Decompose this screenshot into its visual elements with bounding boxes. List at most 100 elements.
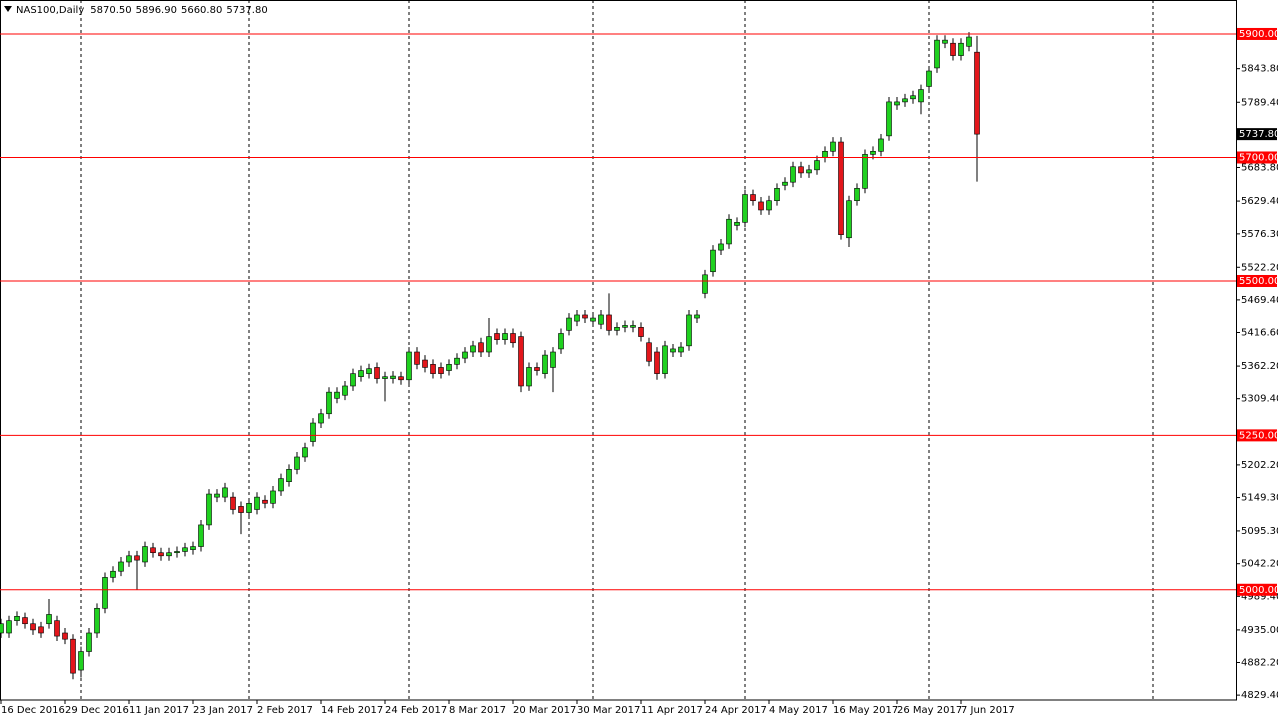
level-label-box [1237, 151, 1277, 164]
candle-body [974, 51, 980, 135]
candle-body [270, 490, 276, 504]
candle-body [374, 367, 380, 379]
candle-body [62, 632, 68, 640]
y-tick-label: 4829.40 [1241, 690, 1278, 701]
candle-body [694, 314, 700, 319]
candle-body [686, 314, 692, 347]
candle-body [518, 336, 524, 387]
candle-body [286, 469, 292, 482]
candle-body [14, 616, 20, 621]
candle-body [182, 547, 188, 552]
candle-body [190, 546, 196, 550]
level-label: 5000.00 [1239, 585, 1278, 596]
candle-body [510, 333, 516, 344]
candle-body [358, 370, 364, 378]
y-tick-label: 5416.60 [1241, 327, 1278, 338]
x-tick-label: 24 Apr 2017 [705, 705, 767, 716]
y-tick-label: 5683.80 [1241, 162, 1278, 173]
candle-body [238, 506, 244, 513]
candle-body [590, 317, 596, 322]
candle-body [846, 200, 852, 239]
candle-body [670, 348, 676, 353]
candle-body [318, 413, 324, 424]
candle-body [366, 368, 372, 374]
y-tick-label: 5576.30 [1241, 229, 1278, 240]
candle-body [758, 201, 764, 211]
candle-body [302, 447, 308, 458]
candle-body [862, 154, 868, 189]
y-tick-label: 5629.40 [1241, 196, 1278, 207]
candle-body [654, 351, 660, 374]
candle-body [830, 141, 836, 152]
candle-body [222, 487, 228, 498]
candle-body [902, 98, 908, 103]
header-icon [4, 6, 12, 12]
candle-body [678, 346, 684, 353]
candle-body [94, 607, 100, 634]
candle-body [22, 617, 28, 625]
header-open: 5870.50 [90, 5, 131, 16]
candle-body [710, 249, 716, 273]
candle-body [598, 314, 604, 325]
candle-body [926, 70, 932, 87]
candle-body [78, 651, 84, 671]
candle-body [6, 620, 12, 634]
candle-body [70, 638, 76, 674]
y-tick-label: 4882.20 [1241, 658, 1278, 669]
last-price-box [1237, 128, 1277, 141]
x-tick-label: 16 Dec 2016 [1, 705, 65, 716]
last-price-label: 5737.80 [1239, 129, 1278, 140]
level-label: 5700.00 [1239, 152, 1278, 163]
header: NAS100,Daily 5870.50 5896.90 5660.80 5737.80 [16, 5, 268, 16]
candle-body [870, 151, 876, 155]
y-tick-label: 5362.20 [1241, 361, 1278, 372]
candle-body [142, 546, 148, 563]
candle-body [822, 151, 828, 158]
candle-body [430, 364, 436, 374]
candle-body [422, 359, 428, 368]
candle-body [718, 243, 724, 251]
candle-body [150, 547, 156, 554]
candle-body [102, 577, 108, 609]
y-tick-label: 5522.20 [1241, 262, 1278, 273]
candle-body [454, 357, 460, 365]
candle-body [894, 101, 900, 106]
y-tick-label: 5469.40 [1241, 295, 1278, 306]
candle-body [30, 623, 36, 631]
candle-body [110, 570, 116, 578]
candle-body [166, 552, 172, 557]
candle-body [742, 194, 748, 223]
candle-body [342, 385, 348, 396]
candle-body [750, 194, 756, 202]
level-label-box [1237, 429, 1277, 442]
candle-body [790, 166, 796, 183]
candle-body [806, 169, 812, 174]
candle-body [878, 138, 884, 152]
candle-body [494, 333, 500, 340]
x-tick-label: 2 Feb 2017 [257, 705, 313, 716]
y-tick-label: 5843.80 [1241, 64, 1278, 75]
candle-body [406, 351, 412, 381]
x-tick-label: 8 Mar 2017 [449, 705, 506, 716]
candle-body [86, 632, 92, 652]
candle-body [726, 218, 732, 245]
candle-body [966, 36, 972, 47]
candle-body [614, 327, 620, 331]
x-tick-label: 14 Feb 2017 [321, 705, 383, 716]
candle-body [134, 555, 140, 561]
candle-body [838, 141, 844, 235]
candle-body [398, 376, 404, 381]
y-tick-label: 5202.20 [1241, 460, 1278, 471]
candle-body [854, 188, 860, 202]
level-label-box [1237, 583, 1277, 596]
candle-body [46, 614, 52, 625]
level-label: 5500.00 [1239, 276, 1278, 287]
x-tick-label: 11 Jan 2017 [129, 705, 189, 716]
candle-body [414, 351, 420, 365]
level-label: 5250.00 [1239, 430, 1278, 441]
candle-body [446, 364, 452, 371]
header-low: 5660.80 [181, 5, 222, 16]
candle-body [54, 620, 60, 637]
